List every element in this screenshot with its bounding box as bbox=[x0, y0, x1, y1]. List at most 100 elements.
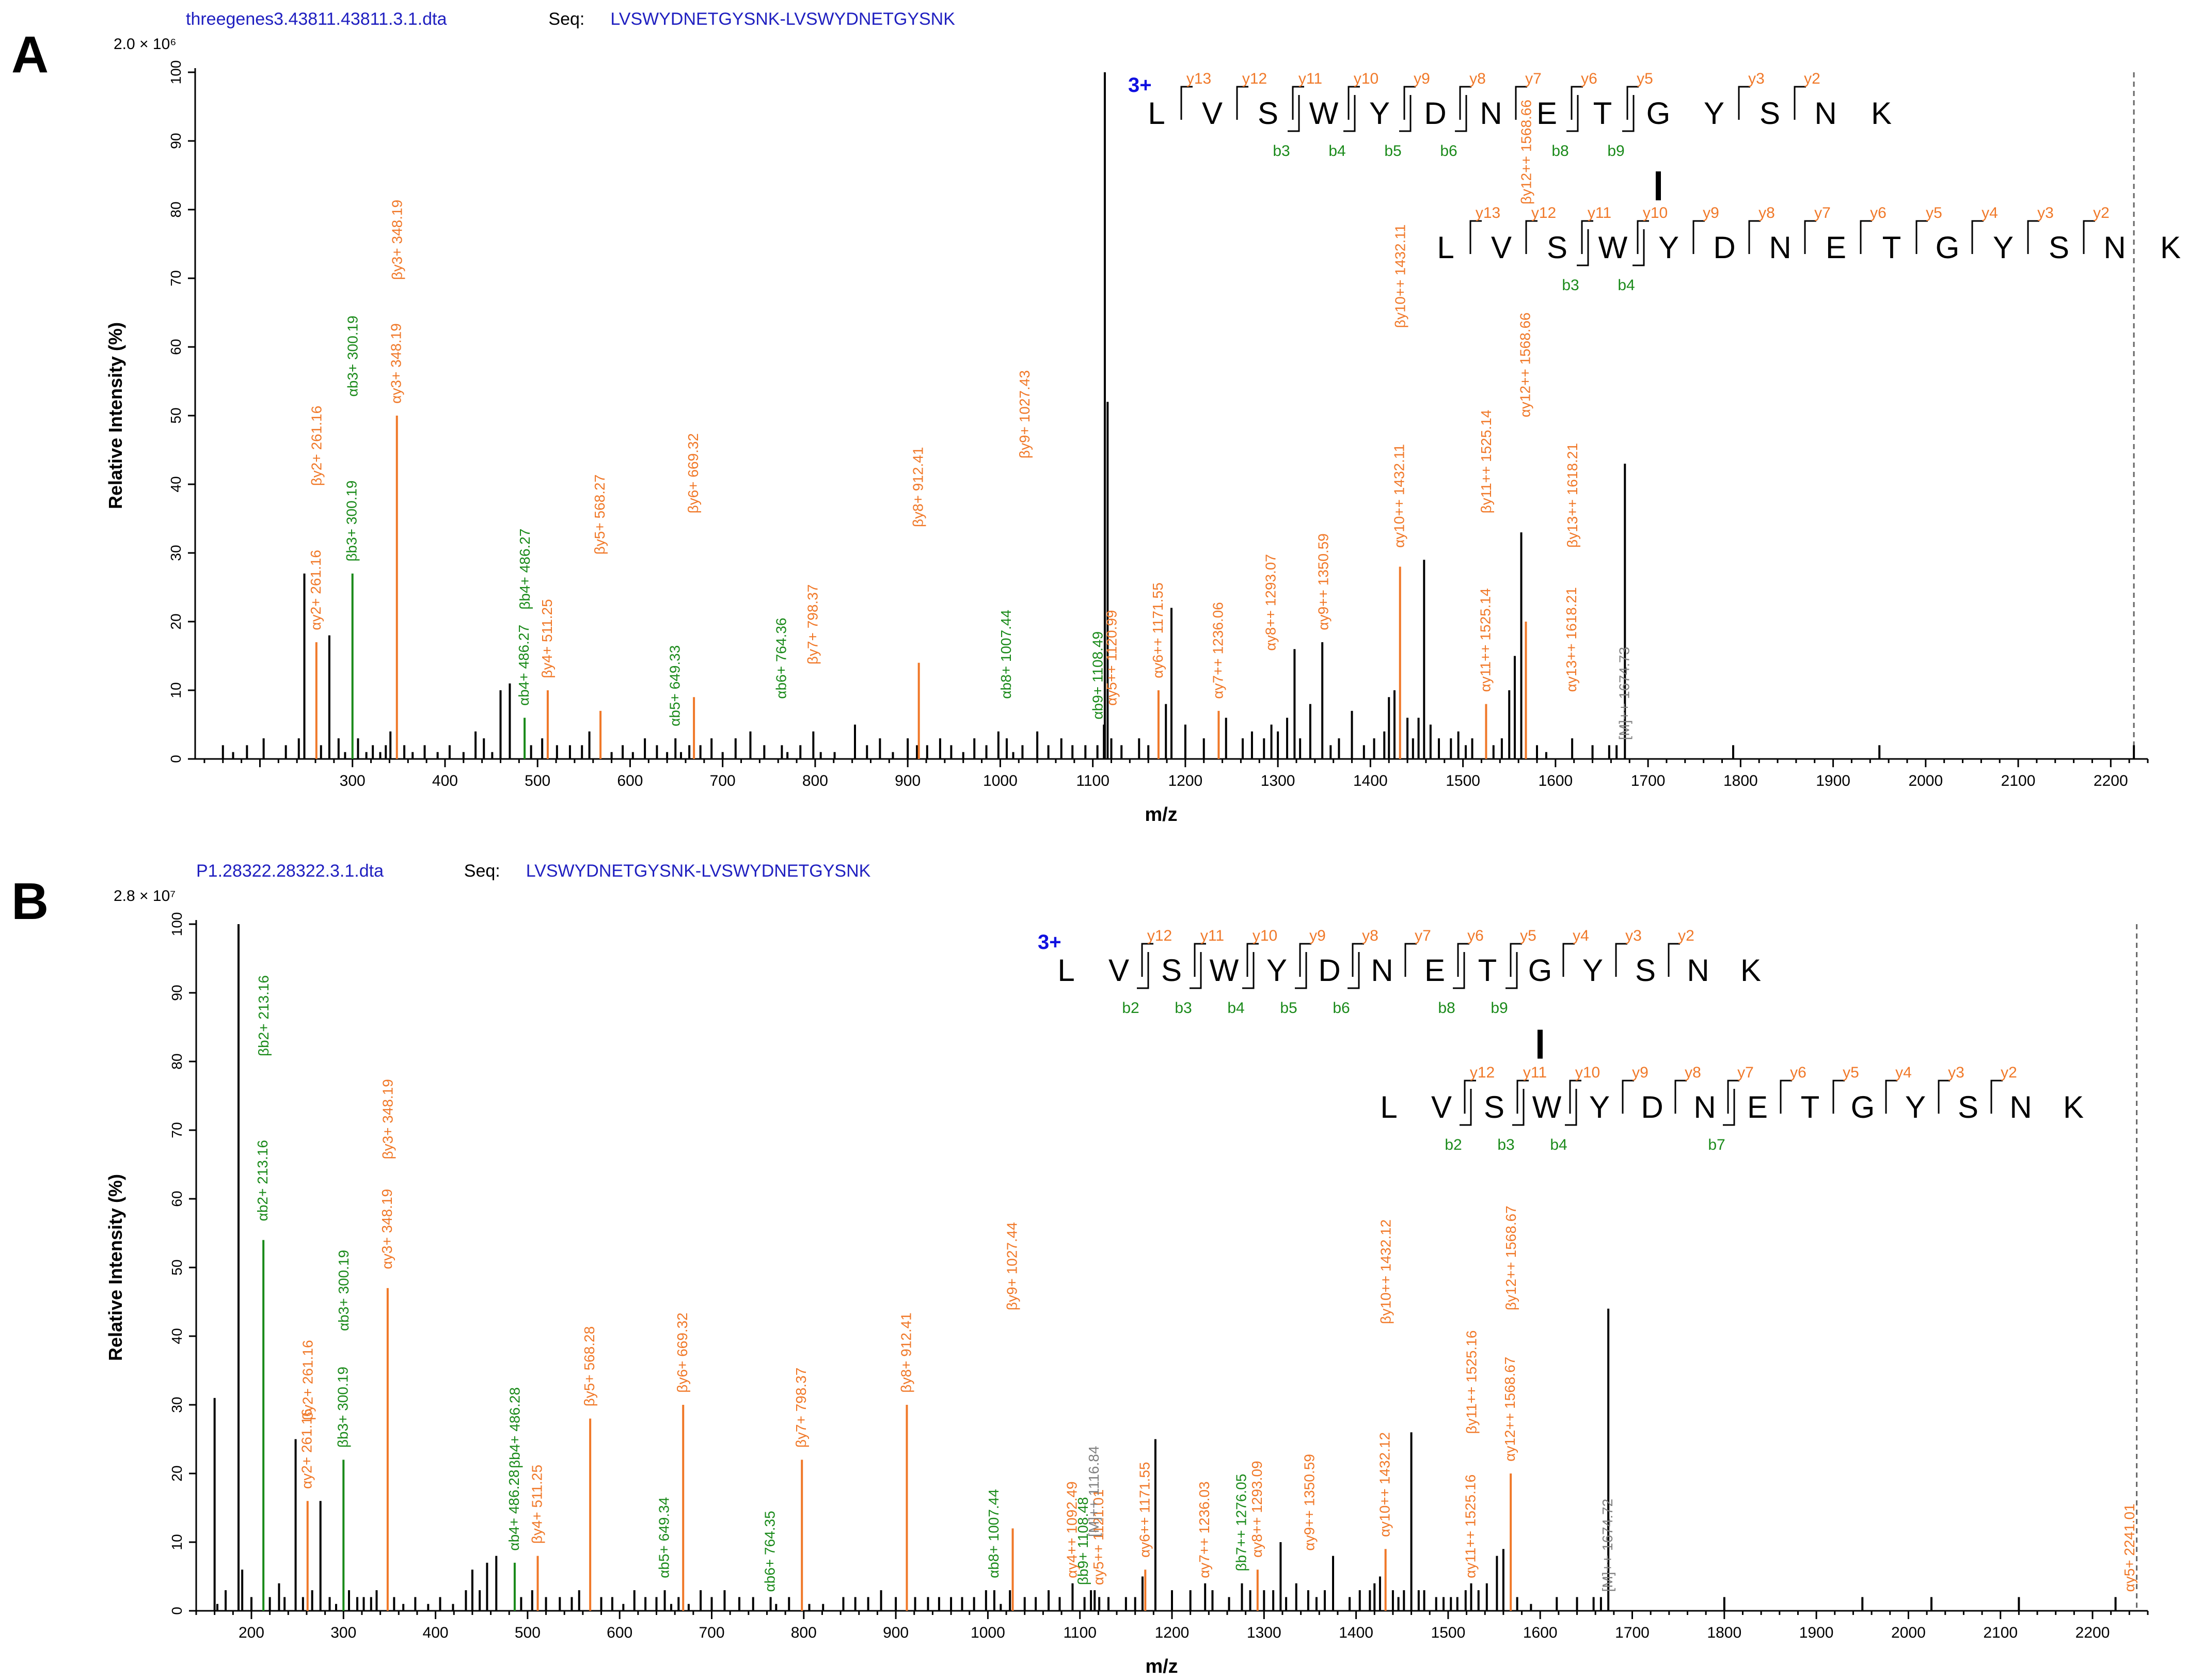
y-ion-label: y3 bbox=[2037, 204, 2054, 221]
x-tick-label: 1400 bbox=[1353, 772, 1388, 789]
y-ion-label: y5 bbox=[1926, 204, 1942, 221]
b-ion-bracket bbox=[1455, 95, 1467, 132]
peak-label: αy11++ 1525.14 bbox=[1477, 588, 1493, 692]
y-ion-label: y5 bbox=[1520, 927, 1536, 944]
y-ion-label: y5 bbox=[1843, 1064, 1859, 1081]
y-ion-bracket bbox=[1615, 943, 1627, 977]
residue-letter: Y bbox=[1658, 230, 1679, 265]
residue-letter: G bbox=[1528, 953, 1552, 988]
x-tick-label: 1700 bbox=[1631, 772, 1666, 789]
peak-label: αy6++ 1171.55 bbox=[1150, 582, 1166, 678]
peak-label: αy11++ 1525.16 bbox=[1462, 1475, 1478, 1578]
y-ion-label: y12 bbox=[1470, 1064, 1495, 1081]
y-tick-label: 30 bbox=[169, 1397, 185, 1413]
peak-label: αy12++ 1568.67 bbox=[1502, 1357, 1518, 1462]
peak-label: αy6++ 1171.55 bbox=[1136, 1462, 1152, 1558]
b-ion-label: b3 bbox=[1497, 1136, 1514, 1153]
peak-label: βy9+ 1027.43 bbox=[1017, 370, 1033, 458]
y-tick-label: 60 bbox=[169, 1191, 185, 1207]
y-ion-bracket bbox=[1404, 943, 1417, 977]
peak-label: αy10++ 1432.12 bbox=[1377, 1432, 1393, 1537]
residue-letter: S bbox=[1161, 953, 1182, 988]
y-ion-label: y6 bbox=[1467, 927, 1484, 944]
peak-label: αy12++ 1568.66 bbox=[1517, 312, 1533, 417]
peak-label: αy5++ 1120.99 bbox=[1103, 610, 1119, 706]
residue-letter: V bbox=[1431, 1090, 1452, 1124]
y-ion-bracket bbox=[1622, 1080, 1634, 1114]
y-ion-bracket bbox=[1971, 220, 1984, 254]
y-tick-label: 50 bbox=[169, 1259, 185, 1275]
y-ion-bracket bbox=[1516, 1080, 1529, 1114]
y-ion-label: y11 bbox=[1200, 927, 1224, 944]
y-tick-label: 40 bbox=[168, 476, 184, 492]
y-tick-label: 70 bbox=[169, 1122, 185, 1138]
y-ion-label: y2 bbox=[2001, 1064, 2017, 1081]
residue-letter: G bbox=[1646, 96, 1671, 131]
peak-label: βb7++ 1276.05 bbox=[1233, 1474, 1249, 1572]
peak-label: βy9+ 1027.44 bbox=[1004, 1222, 1020, 1310]
residue-letter: N bbox=[1693, 1090, 1716, 1124]
residue-letter: V bbox=[1202, 96, 1223, 131]
residue-letter: S bbox=[1547, 230, 1567, 265]
b-ion-label: b4 bbox=[1550, 1136, 1567, 1153]
b-ion-bracket bbox=[1295, 952, 1307, 989]
b-ion-bracket bbox=[1512, 1089, 1525, 1126]
b-ion-bracket bbox=[1723, 1089, 1735, 1126]
y-tick-label: 80 bbox=[169, 1053, 185, 1069]
peak-label: αy8++ 1293.07 bbox=[1263, 554, 1279, 651]
x-axis-title: m/z bbox=[1145, 804, 1177, 826]
y-ion-bracket bbox=[1299, 943, 1311, 977]
b-ion-bracket bbox=[1633, 229, 1645, 266]
y-tick-label: 0 bbox=[168, 755, 184, 763]
residue-letter: Y bbox=[1993, 230, 2014, 265]
y-ion-label: y2 bbox=[2093, 204, 2110, 221]
y-ion-label: y12 bbox=[1531, 204, 1556, 221]
y-axis-title: Relative Intensity (%) bbox=[105, 322, 126, 509]
x-tick-label: 1600 bbox=[1523, 1624, 1558, 1641]
y-ion-bracket bbox=[1915, 220, 1928, 254]
peak-label: βy7+ 798.37 bbox=[793, 1368, 809, 1448]
residue-letter: G bbox=[1851, 1090, 1875, 1124]
y-ion-bracket bbox=[1510, 943, 1522, 977]
x-tick-label: 1900 bbox=[1799, 1624, 1834, 1641]
x-tick-label: 900 bbox=[883, 1624, 909, 1641]
peak-label: αy7++ 1236.06 bbox=[1210, 602, 1226, 699]
residue-letter: D bbox=[1641, 1090, 1663, 1124]
x-tick-label: 400 bbox=[432, 772, 458, 789]
residue-letter: N bbox=[1814, 96, 1836, 131]
y-ion-bracket bbox=[1515, 86, 1527, 120]
b-ion-label: b9 bbox=[1607, 142, 1624, 160]
peak-label: αy3+ 348.19 bbox=[379, 1189, 395, 1270]
peak-label: βy7+ 798.37 bbox=[804, 584, 820, 664]
residue-letter: Y bbox=[1704, 96, 1724, 131]
x-tick-label: 2100 bbox=[2001, 772, 2036, 789]
x-tick-label: 2200 bbox=[2094, 772, 2128, 789]
x-tick-label: 1100 bbox=[1063, 1624, 1097, 1641]
x-tick-label: 1400 bbox=[1339, 1624, 1373, 1641]
residue-letter: N bbox=[2103, 230, 2126, 265]
peak-label: βb4+ 486.28 bbox=[507, 1387, 523, 1468]
residue-letter: Y bbox=[1369, 96, 1390, 131]
b-ion-bracket bbox=[1565, 1089, 1577, 1126]
y-tick-label: 40 bbox=[169, 1328, 185, 1344]
b-ion-label: b4 bbox=[1328, 142, 1345, 160]
peak-label: αb4+ 486.28 bbox=[506, 1469, 522, 1550]
residue-letter: Y bbox=[1266, 953, 1287, 988]
b-ion-bracket bbox=[1505, 952, 1518, 989]
y-ion-bracket bbox=[1457, 943, 1469, 977]
intensity-scale: 2.0 × 10⁶ bbox=[114, 36, 177, 53]
peak-label: βy6+ 669.32 bbox=[674, 1312, 690, 1392]
y-ion-bracket bbox=[1626, 86, 1639, 120]
peak-label: βb4+ 486.27 bbox=[517, 529, 533, 610]
charge-state: 3+ bbox=[1038, 931, 1061, 954]
y-ion-label: y7 bbox=[1415, 927, 1431, 944]
y-ion-bracket bbox=[1674, 1080, 1687, 1114]
x-tick-label: 800 bbox=[791, 1624, 817, 1641]
panel-label: B bbox=[11, 873, 49, 930]
peak-label: βy8+ 912.41 bbox=[910, 447, 926, 527]
residue-letter: L bbox=[1148, 96, 1165, 131]
y-ion-bracket bbox=[1780, 1080, 1792, 1114]
residue-letter: N bbox=[2009, 1090, 2032, 1124]
peak-label: αb4+ 486.27 bbox=[516, 625, 532, 706]
y-ion-bracket bbox=[1885, 1080, 1897, 1114]
